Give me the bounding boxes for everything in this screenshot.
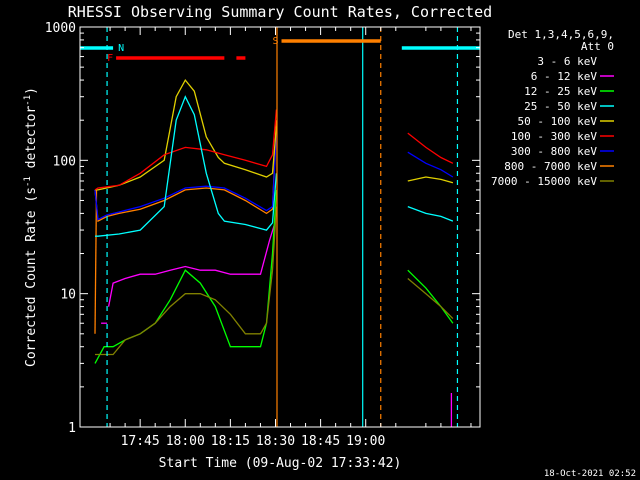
series-2-line-0 [95, 78, 278, 191]
y-axis-label-main: Corrected Count Rate (s [24, 187, 39, 367]
series-7-line-0 [94, 189, 278, 364]
chart-title: RHESSI Observing Summary Count Rates, Co… [68, 3, 492, 21]
y-axis-label-sup2: -1 [23, 95, 33, 106]
flag-S-label: S [273, 36, 279, 47]
x-tick-label-0: 17:45 [121, 434, 160, 449]
markers-layer: NF S [80, 27, 480, 427]
x-tick-label-5: 19:00 [346, 434, 385, 449]
legend-label-1: 6 - 12 keV [531, 70, 598, 83]
y-axis-label: Corrected Count Rate (s-1 detector-1) [23, 87, 39, 367]
series-3-line-0 [94, 109, 278, 191]
y-tick-label-3: 1000 [45, 21, 76, 36]
legend-label-6: 300 - 800 keV [511, 145, 597, 158]
y-tick-label-0: 1 [68, 421, 76, 436]
legend-header-1: Att 0 [581, 40, 614, 53]
series-7-line-1 [407, 269, 454, 324]
series-5-line-0 [107, 224, 276, 284]
series-1-line-0 [94, 133, 278, 221]
x-axis: 17:45 18:00 18:15 18:30 18:45 19:00 [79, 27, 472, 449]
series-6-line-1 [107, 220, 277, 307]
flag-N-label: N [118, 43, 124, 54]
timestamp: 18-Oct-2021 02:52 [544, 469, 636, 479]
y-axis-label-mid: detector [24, 106, 39, 177]
series-3-line-1 [407, 132, 454, 164]
legend: Det 1,3,4,5,6,9,Att 0 3 - 6 keV 6 - 12 keV… [491, 28, 614, 188]
series-layer [94, 78, 454, 427]
legend-label-4: 50 - 100 keV [518, 115, 598, 128]
x-tick-label-1: 18:00 [166, 434, 205, 449]
series-0-line-1 [94, 189, 98, 334]
series-4-line-1 [407, 205, 454, 222]
legend-label-0: 3 - 6 keV [537, 55, 597, 68]
legend-label-3: 25 - 50 keV [524, 100, 597, 113]
y-tick-label-2: 100 [53, 154, 76, 169]
legend-label-5: 100 - 300 keV [511, 130, 597, 143]
legend-label-8: 7000 - 15000 keV [491, 175, 597, 188]
y-tick-label-1: 10 [60, 288, 76, 303]
y-axis-label-end: ) [24, 87, 39, 95]
legend-header-0: Det 1,3,4,5,6,9, [508, 28, 614, 41]
series-8-line-1 [407, 278, 454, 320]
y-axis-label-sup1: -1 [23, 176, 33, 187]
x-tick-label-3: 18:30 [256, 434, 295, 449]
series-2-line-1 [407, 176, 454, 184]
series-4-line-0 [95, 95, 278, 237]
flag-F-label: F [107, 53, 113, 64]
x-axis-label: Start Time (09-Aug-02 17:33:42) [159, 456, 402, 471]
y-axis: 1 10 100 1000 [45, 21, 480, 436]
series-1-line-1 [407, 151, 454, 178]
x-tick-label-2: 18:15 [211, 434, 250, 449]
legend-label-2: 12 - 25 keV [524, 85, 597, 98]
series-8-line-0 [95, 206, 278, 356]
plot-frame [79, 26, 481, 428]
legend-label-7: 800 - 7000 keV [504, 160, 597, 173]
x-tick-label-4: 18:45 [301, 434, 340, 449]
